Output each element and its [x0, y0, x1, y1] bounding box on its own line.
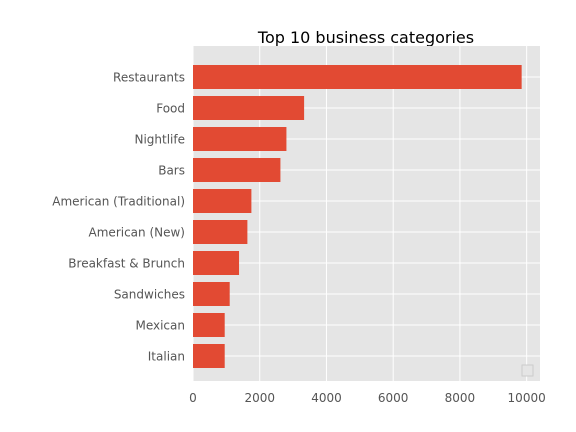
y-tick-label: Breakfast & Brunch — [68, 257, 185, 271]
bar — [193, 158, 281, 182]
y-tick-label: Nightlife — [134, 133, 185, 147]
y-tick-label: American (New) — [89, 226, 185, 240]
bar — [193, 96, 305, 120]
bar — [193, 127, 287, 151]
x-tick-label: 0 — [189, 391, 197, 405]
bar — [193, 189, 252, 213]
y-tick-label: Italian — [148, 350, 185, 364]
y-tick-label: Mexican — [135, 319, 185, 333]
bar — [193, 251, 240, 275]
chart-title: Top 10 business categories — [257, 28, 474, 47]
y-tick-labels: Restaurants Food Nightlife Bars American (Tr… — [52, 71, 185, 364]
bar — [193, 313, 225, 337]
y-tick-label: Sandwiches — [114, 288, 185, 302]
x-tick-label: 4000 — [311, 391, 342, 405]
bar — [193, 220, 248, 244]
legend-box — [521, 364, 534, 377]
y-tick-label: American (Traditional) — [52, 195, 185, 209]
x-tick-label: 8000 — [445, 391, 476, 405]
bar — [193, 344, 225, 368]
y-tick-label: Restaurants — [113, 71, 185, 85]
x-tick-labels: 0 2000 4000 6000 8000 10000 — [189, 391, 546, 405]
bar — [193, 282, 230, 306]
bars — [193, 65, 522, 368]
x-tick-label: 6000 — [378, 391, 409, 405]
bar — [193, 65, 522, 89]
y-tick-label: Food — [156, 102, 185, 116]
y-tick-label: Bars — [158, 164, 185, 178]
x-tick-label: 10000 — [508, 391, 546, 405]
x-tick-label: 2000 — [244, 391, 275, 405]
